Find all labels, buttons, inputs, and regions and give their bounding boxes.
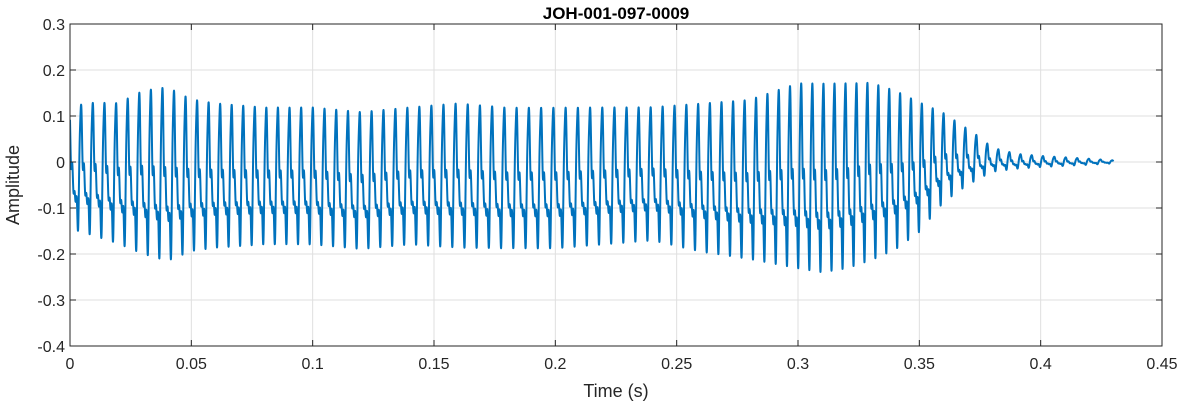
x-tick-label: 0.4: [1030, 356, 1052, 373]
x-tick-label: 0.35: [904, 356, 935, 373]
y-tick-label: -0.2: [37, 247, 65, 264]
y-tick-label: -0.4: [37, 339, 65, 356]
plot-frame: [69, 23, 1163, 347]
y-tick-label: 0.1: [43, 109, 65, 126]
x-tick-label: 0.45: [1146, 356, 1177, 373]
x-axis-ticks: 0 0.05 0.1 0.15 0.2 0.25 0.3 0.35 0.4 0.45: [66, 24, 1178, 373]
x-tick-label: 0.3: [787, 356, 809, 373]
x-tick-label: 0.15: [418, 356, 449, 373]
y-tick-label: 0: [56, 155, 65, 172]
y-tick-label: 0.2: [43, 63, 65, 80]
plot-area: [70, 81, 1115, 273]
y-tick-label: -0.1: [37, 201, 65, 218]
chart-title: JOH-001-097-0009: [543, 4, 689, 23]
y-axis-label: Amplitude: [3, 145, 23, 225]
x-tick-label: 0: [66, 356, 75, 373]
y-tick-label: -0.3: [37, 293, 65, 310]
y-axis-ticks: -0.4 -0.3 -0.2 -0.1 0 0.1 0.2 0.3: [37, 17, 1162, 356]
waveform-line: [70, 81, 1115, 273]
x-tick-label: 0.05: [176, 356, 207, 373]
x-tick-label: 0.25: [661, 356, 692, 373]
x-tick-label: 0.2: [544, 356, 566, 373]
y-tick-label: 0.3: [43, 17, 65, 34]
plot-background: [70, 24, 1162, 346]
x-axis-label: Time (s): [583, 381, 648, 401]
x-tick-label: 0.1: [302, 356, 324, 373]
